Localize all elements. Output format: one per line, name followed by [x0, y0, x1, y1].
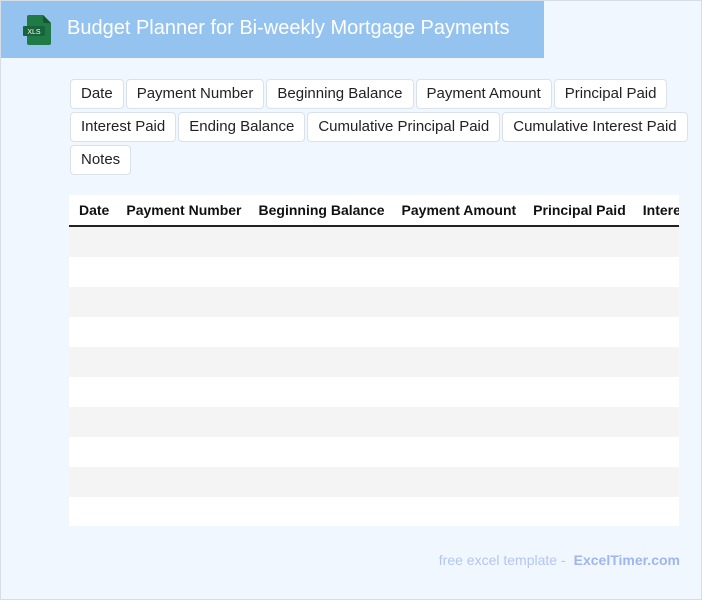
column-chip[interactable]: Cumulative Interest Paid [502, 112, 688, 142]
table-cell[interactable] [632, 377, 679, 407]
table-cell[interactable] [69, 287, 117, 317]
data-table: Date Payment Number Beginning Balance Payme… [69, 195, 679, 526]
column-chip-list: Date Payment Number Beginning Balance Payme… [70, 79, 690, 175]
table-row [69, 437, 679, 467]
table-row [69, 467, 679, 497]
table-cell[interactable] [248, 407, 392, 437]
table-cell[interactable] [391, 437, 524, 467]
table-cell[interactable] [116, 437, 249, 467]
table-cell[interactable] [632, 437, 679, 467]
table-cell[interactable] [116, 497, 249, 526]
table-cell[interactable] [632, 347, 679, 377]
table-cell[interactable] [391, 287, 524, 317]
table-cell[interactable] [69, 407, 117, 437]
table-cell[interactable] [116, 287, 249, 317]
table-cell[interactable] [248, 467, 392, 497]
table-cell[interactable] [632, 317, 679, 347]
page-title: Budget Planner for Bi-weekly Mortgage Pa… [67, 17, 510, 39]
table-cell[interactable] [523, 497, 633, 526]
table-cell[interactable] [391, 347, 524, 377]
table-cell[interactable] [391, 226, 524, 257]
table-cell[interactable] [116, 226, 249, 257]
table-cell[interactable] [69, 257, 117, 287]
table-row [69, 287, 679, 317]
table-cell[interactable] [632, 497, 679, 526]
table-cell[interactable] [116, 377, 249, 407]
table-cell[interactable] [391, 317, 524, 347]
table-cell[interactable] [523, 226, 633, 257]
table-cell[interactable] [116, 407, 249, 437]
table-cell[interactable] [116, 467, 249, 497]
table-cell[interactable] [523, 257, 633, 287]
table-cell[interactable] [248, 437, 392, 467]
table-cell[interactable] [69, 377, 117, 407]
table-row [69, 226, 679, 257]
table-cell[interactable] [248, 377, 392, 407]
table-cell[interactable] [523, 407, 633, 437]
column-header: Principal Paid [523, 195, 633, 227]
column-chip[interactable]: Payment Amount [415, 79, 552, 109]
xls-file-icon: XLS [23, 15, 51, 45]
table-cell[interactable] [632, 287, 679, 317]
column-header: Date [69, 195, 117, 227]
table-cell[interactable] [69, 317, 117, 347]
column-header: Interest Paid [632, 195, 679, 227]
table-row [69, 407, 679, 437]
table-cell[interactable] [523, 377, 633, 407]
column-chip[interactable]: Ending Balance [178, 112, 306, 142]
table-cell[interactable] [632, 257, 679, 287]
table-cell[interactable] [248, 347, 392, 377]
table-cell[interactable] [69, 347, 117, 377]
table-cell[interactable] [116, 317, 249, 347]
table-row [69, 377, 679, 407]
table-cell[interactable] [248, 226, 392, 257]
table-cell[interactable] [248, 317, 392, 347]
table-cell[interactable] [523, 317, 633, 347]
table-cell[interactable] [248, 257, 392, 287]
column-chip[interactable]: Cumulative Principal Paid [307, 112, 501, 142]
svg-text:XLS: XLS [27, 29, 41, 36]
table-cell[interactable] [391, 257, 524, 287]
table-cell[interactable] [69, 437, 117, 467]
column-chip[interactable]: Date [70, 79, 124, 109]
table-cell[interactable] [523, 467, 633, 497]
table-cell[interactable] [632, 467, 679, 497]
table-cell[interactable] [391, 467, 524, 497]
table-row [69, 257, 679, 287]
column-chip[interactable]: Interest Paid [70, 112, 177, 142]
column-chip[interactable]: Beginning Balance [266, 79, 414, 109]
table-cell[interactable] [523, 347, 633, 377]
table-cell[interactable] [69, 497, 117, 526]
column-header: Beginning Balance [248, 195, 392, 227]
footer-text: free excel template - [438, 552, 566, 568]
table-row [69, 317, 679, 347]
table-cell[interactable] [391, 407, 524, 437]
footer-brand-link[interactable]: ExcelTimer.com [573, 552, 680, 568]
table-cell[interactable] [248, 287, 392, 317]
table-cell[interactable] [116, 257, 249, 287]
footer: free excel template - ExcelTimer.com [439, 552, 680, 568]
table-cell[interactable] [391, 497, 524, 526]
table-cell[interactable] [248, 497, 392, 526]
column-header: Payment Amount [391, 195, 524, 227]
page-header: XLS Budget Planner for Bi-weekly Mortgag… [1, 1, 544, 58]
table-cell[interactable] [116, 347, 249, 377]
table-row [69, 497, 679, 526]
table-cell[interactable] [523, 287, 633, 317]
table-cell[interactable] [391, 377, 524, 407]
column-chip[interactable]: Principal Paid [553, 79, 668, 109]
table-header-row: Date Payment Number Beginning Balance Payme… [69, 195, 679, 227]
column-chip[interactable]: Payment Number [125, 79, 265, 109]
column-header: Payment Number [116, 195, 249, 227]
column-chip[interactable]: Notes [70, 145, 132, 175]
table-cell[interactable] [632, 226, 679, 257]
table-row [69, 347, 679, 377]
table-cell[interactable] [523, 437, 633, 467]
table-cell[interactable] [632, 407, 679, 437]
table-cell[interactable] [69, 467, 117, 497]
table-cell[interactable] [69, 226, 117, 257]
